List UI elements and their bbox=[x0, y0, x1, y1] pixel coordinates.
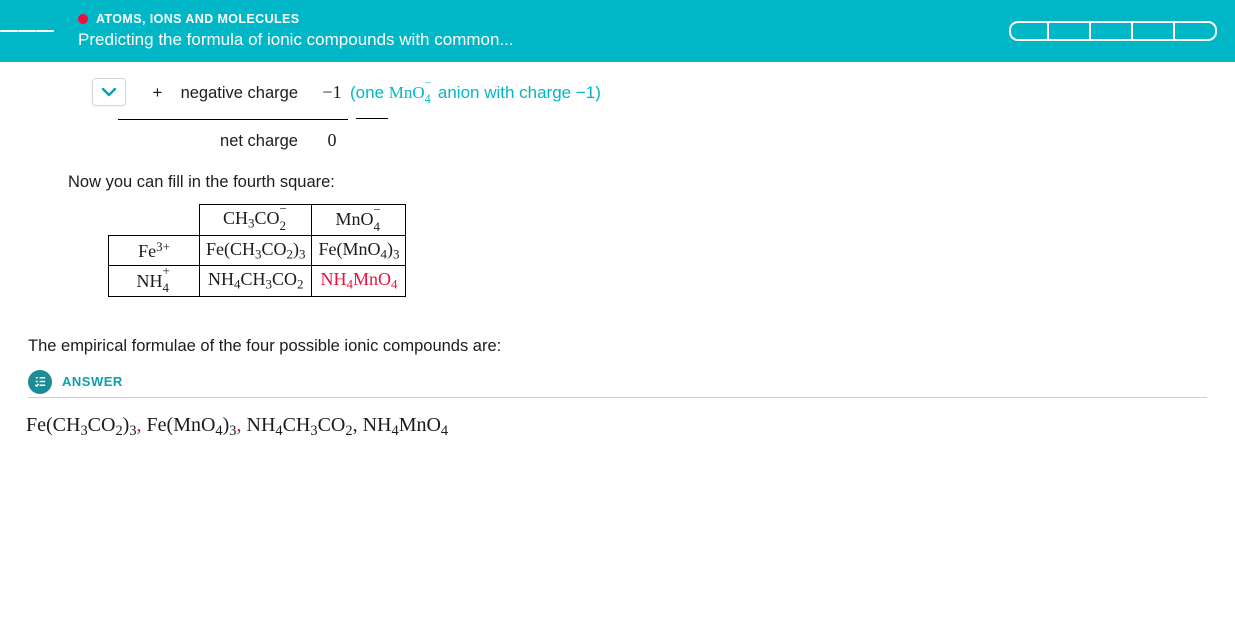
col-header-permanganate: MnO−44 bbox=[312, 205, 406, 236]
col-header-acetate: CH3CO−22 bbox=[200, 205, 312, 236]
row-header-ammonium: NH+44 bbox=[109, 266, 200, 297]
sum-rule-line-short bbox=[356, 118, 388, 119]
chevron-down-icon bbox=[101, 87, 117, 97]
content-area: + negative charge −1 (one MnO−44 anion w… bbox=[0, 82, 1235, 470]
cell-fe-acetate: Fe(CH3CO2)3 bbox=[200, 235, 312, 266]
expand-button[interactable] bbox=[92, 78, 126, 106]
ion-compound-table: CH3CO−22 MnO−44 Fe3+ Fe(CH3CO2)3 Fe(MnO4… bbox=[108, 204, 406, 297]
net-charge-value: 0 bbox=[314, 130, 350, 151]
neg-charge-label: negative charge bbox=[181, 84, 298, 102]
net-charge-label: net charge bbox=[118, 132, 314, 151]
row-header-iron: Fe3+ bbox=[109, 235, 200, 266]
header-title-block: ATOMS, IONS AND MOLECULES Predicting the… bbox=[54, 6, 514, 56]
answer-label: ANSWER bbox=[62, 374, 123, 389]
cell-nh4-permanganate: NH4MnO4 bbox=[312, 266, 406, 297]
breadcrumb-text: ATOMS, IONS AND MOLECULES bbox=[96, 12, 300, 26]
answer-formula: Fe(CH3CO2)3, Fe(MnO4)3, NH4CH3CO2, NH4Mn… bbox=[26, 414, 1207, 440]
cell-fe-permanganate: Fe(MnO4)3 bbox=[312, 235, 406, 266]
fourth-square-intro: Now you can fill in the fourth square: bbox=[68, 173, 1207, 192]
menu-button[interactable] bbox=[0, 0, 54, 62]
table-corner bbox=[109, 205, 200, 236]
answer-header: ANSWER bbox=[28, 370, 1207, 398]
app-header: ATOMS, IONS AND MOLECULES Predicting the… bbox=[0, 0, 1235, 62]
summary-lead: The empirical formulae of the four possi… bbox=[28, 337, 1207, 356]
breadcrumb: ATOMS, IONS AND MOLECULES bbox=[78, 12, 514, 26]
table-row: NH+44 NH4CH3CO2 NH4MnO4 bbox=[109, 266, 406, 297]
answer-checklist-icon bbox=[28, 370, 52, 394]
page-title: Predicting the formula of ionic compound… bbox=[78, 30, 514, 50]
neg-charge-value: −1 bbox=[314, 82, 350, 103]
cell-nh4-acetate: NH4CH3CO2 bbox=[200, 266, 312, 297]
progress-indicator[interactable] bbox=[1009, 21, 1217, 41]
plus-sign: + bbox=[153, 84, 163, 102]
neg-charge-desc: (one MnO−44 anion with charge −1) bbox=[350, 83, 601, 103]
sum-rule-line bbox=[118, 119, 348, 120]
table-row: Fe3+ Fe(CH3CO2)3 Fe(MnO4)3 bbox=[109, 235, 406, 266]
breadcrumb-dot-icon bbox=[78, 14, 88, 24]
charge-block: + negative charge −1 (one MnO−44 anion w… bbox=[118, 82, 1207, 151]
